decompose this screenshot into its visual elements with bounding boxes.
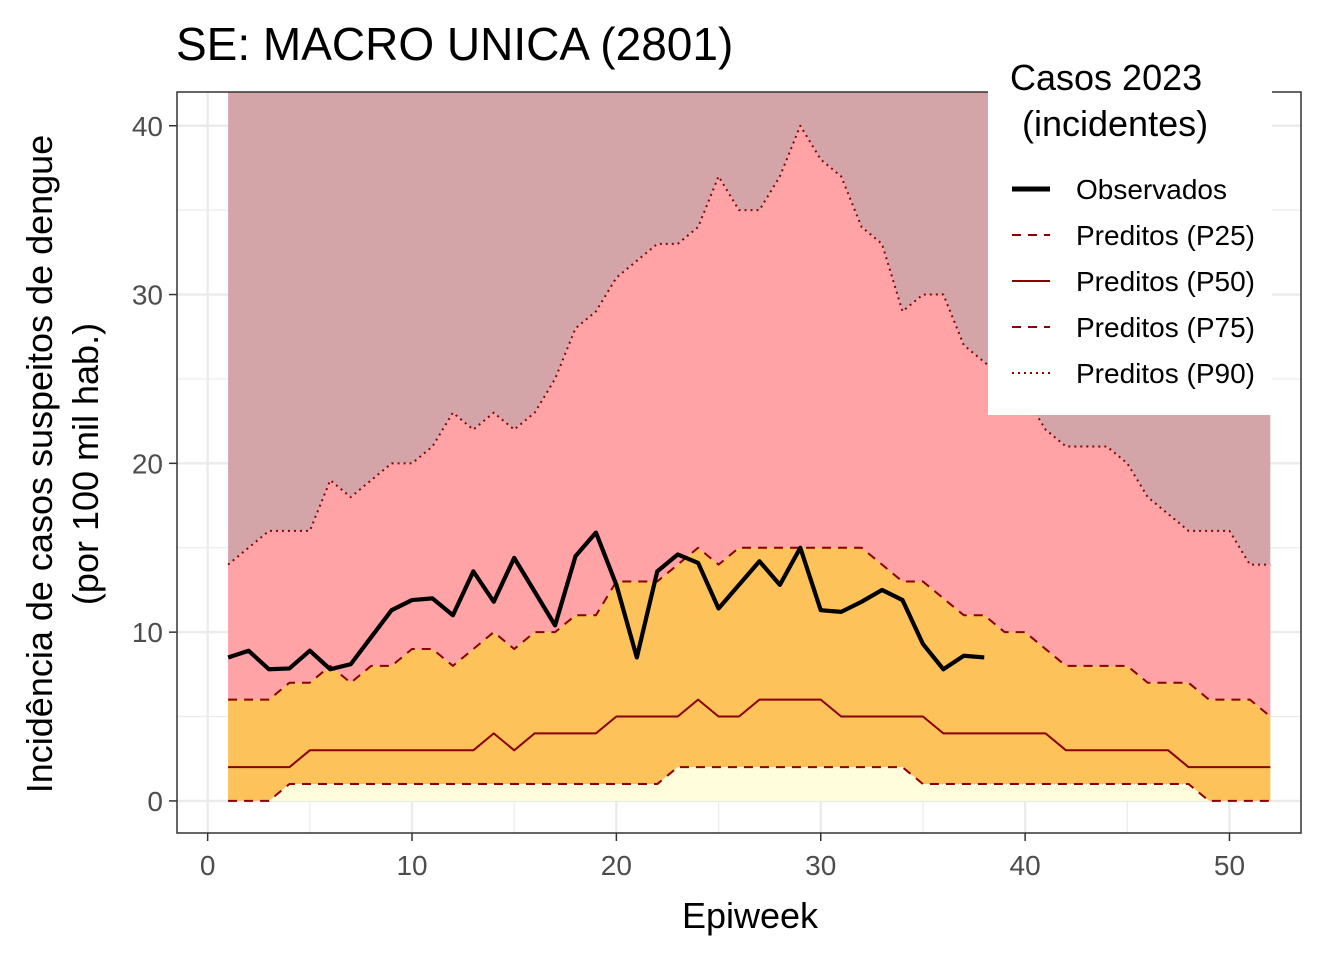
x-tick-label: 20 — [601, 850, 632, 881]
x-axis-title: Epiweek — [682, 895, 819, 936]
x-tick-label: 10 — [396, 850, 427, 881]
y-tick-label: 40 — [132, 111, 163, 142]
y-tick-label: 10 — [132, 617, 163, 648]
chart-title: SE: MACRO UNICA (2801) — [176, 18, 733, 70]
legend: Casos 2023 (incidentes) Observados Predit… — [988, 57, 1272, 415]
legend-entries: Observados Preditos (P25) Preditos (P50) Pr… — [1012, 174, 1255, 389]
series-line-p50 — [228, 698, 1271, 769]
x-tick-label: 30 — [805, 850, 836, 881]
legend-label-p75: Preditos (P75) — [1076, 312, 1255, 343]
legend-background — [988, 60, 1272, 415]
legend-label-p25: Preditos (P25) — [1076, 220, 1255, 251]
legend-label-p50: Preditos (P50) — [1076, 266, 1255, 297]
legend-label-observed: Observados — [1076, 174, 1227, 205]
y-tick-label: 30 — [132, 280, 163, 311]
series-line-p75 — [228, 546, 1271, 718]
series-lines — [227, 124, 1271, 802]
x-tick-label: 40 — [1010, 850, 1041, 881]
legend-label-p90: Preditos (P90) — [1076, 358, 1255, 389]
y-axis: 0 10 20 30 40 — [132, 111, 177, 817]
x-tick-label: 50 — [1214, 850, 1245, 881]
band-p75-p90 — [228, 125, 1271, 717]
x-axis: 0 10 20 30 40 50 — [200, 833, 1245, 881]
y-axis-title-line2: (por 100 mil hab.) — [65, 323, 106, 605]
panel-border — [176, 91, 1302, 834]
legend-title-line2: (incidentes) — [1022, 103, 1208, 144]
y-axis-title: Incidência de casos suspeitos de dengue … — [19, 135, 106, 793]
y-tick-label: 20 — [132, 448, 163, 479]
series-line-observed — [227, 530, 985, 672]
y-tick-label: 0 — [147, 786, 163, 817]
x-tick-label: 0 — [200, 850, 216, 881]
legend-title-line1: Casos 2023 — [1010, 57, 1202, 98]
band-0-p25 — [228, 767, 1271, 801]
series-line-p25 — [228, 766, 1271, 802]
y-axis-title-line1: Incidência de casos suspeitos de dengue — [19, 135, 60, 793]
